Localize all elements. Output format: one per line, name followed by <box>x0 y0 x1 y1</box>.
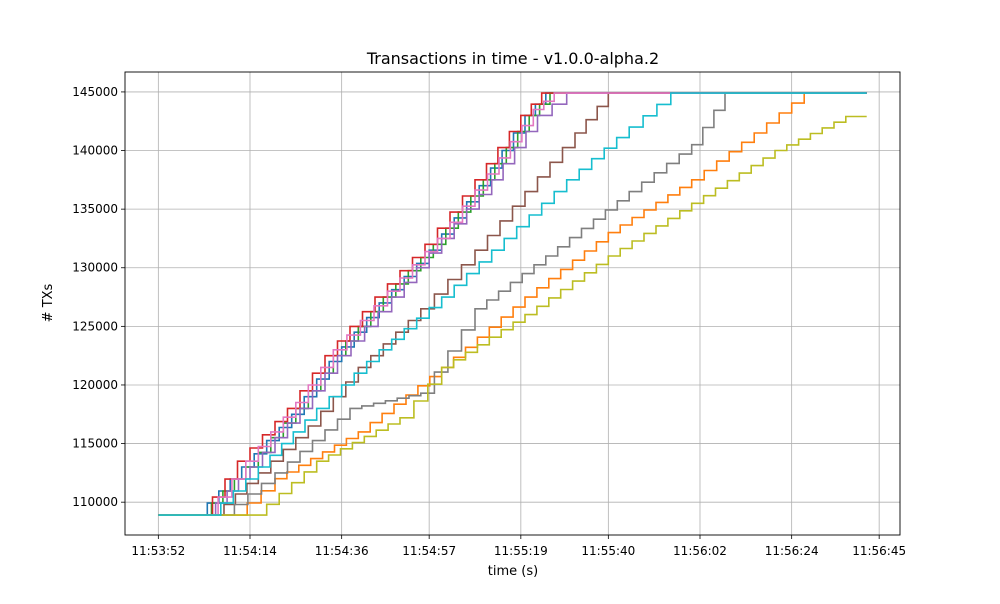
x-tick-label: 11:56:45 <box>852 544 906 558</box>
x-tick-label: 11:56:24 <box>765 544 819 558</box>
y-tick-label: 120000 <box>72 378 118 392</box>
y-tick-label: 130000 <box>72 261 118 275</box>
x-tick-label: 11:56:02 <box>673 544 727 558</box>
y-tick-label: 135000 <box>72 202 118 216</box>
x-tick-label: 11:55:19 <box>494 544 548 558</box>
y-tick-label: 145000 <box>72 85 118 99</box>
series-line-7 <box>158 92 867 516</box>
x-tick-label: 11:54:14 <box>223 544 277 558</box>
y-tick-label: 115000 <box>72 437 118 451</box>
x-axis-label: time (s) <box>488 564 538 579</box>
axes: 11:53:52 11:54:14 11:54:36 11:54:57 11:55:19… <box>72 71 906 558</box>
y-tick-label: 125000 <box>72 319 118 333</box>
y-tick-label: 110000 <box>72 495 118 509</box>
series-line-2 <box>158 92 867 516</box>
series-line-5 <box>158 92 867 516</box>
series-line-8 <box>158 92 867 516</box>
series-line-9 <box>158 115 867 516</box>
x-tick-label: 11:55:40 <box>581 544 635 558</box>
x-tick-label: 11:54:36 <box>315 544 369 558</box>
series-line-10 <box>158 92 867 516</box>
series-lines <box>158 92 867 516</box>
y-tick-label: 140000 <box>72 144 118 158</box>
x-tick-label: 11:54:57 <box>402 544 456 558</box>
y-axis-label: # TXs <box>41 283 56 322</box>
chart-title: Transactions in time - v1.0.0-alpha.2 <box>366 49 659 68</box>
plot-frame <box>124 71 901 536</box>
x-tick-label: 11:53:52 <box>131 544 185 558</box>
